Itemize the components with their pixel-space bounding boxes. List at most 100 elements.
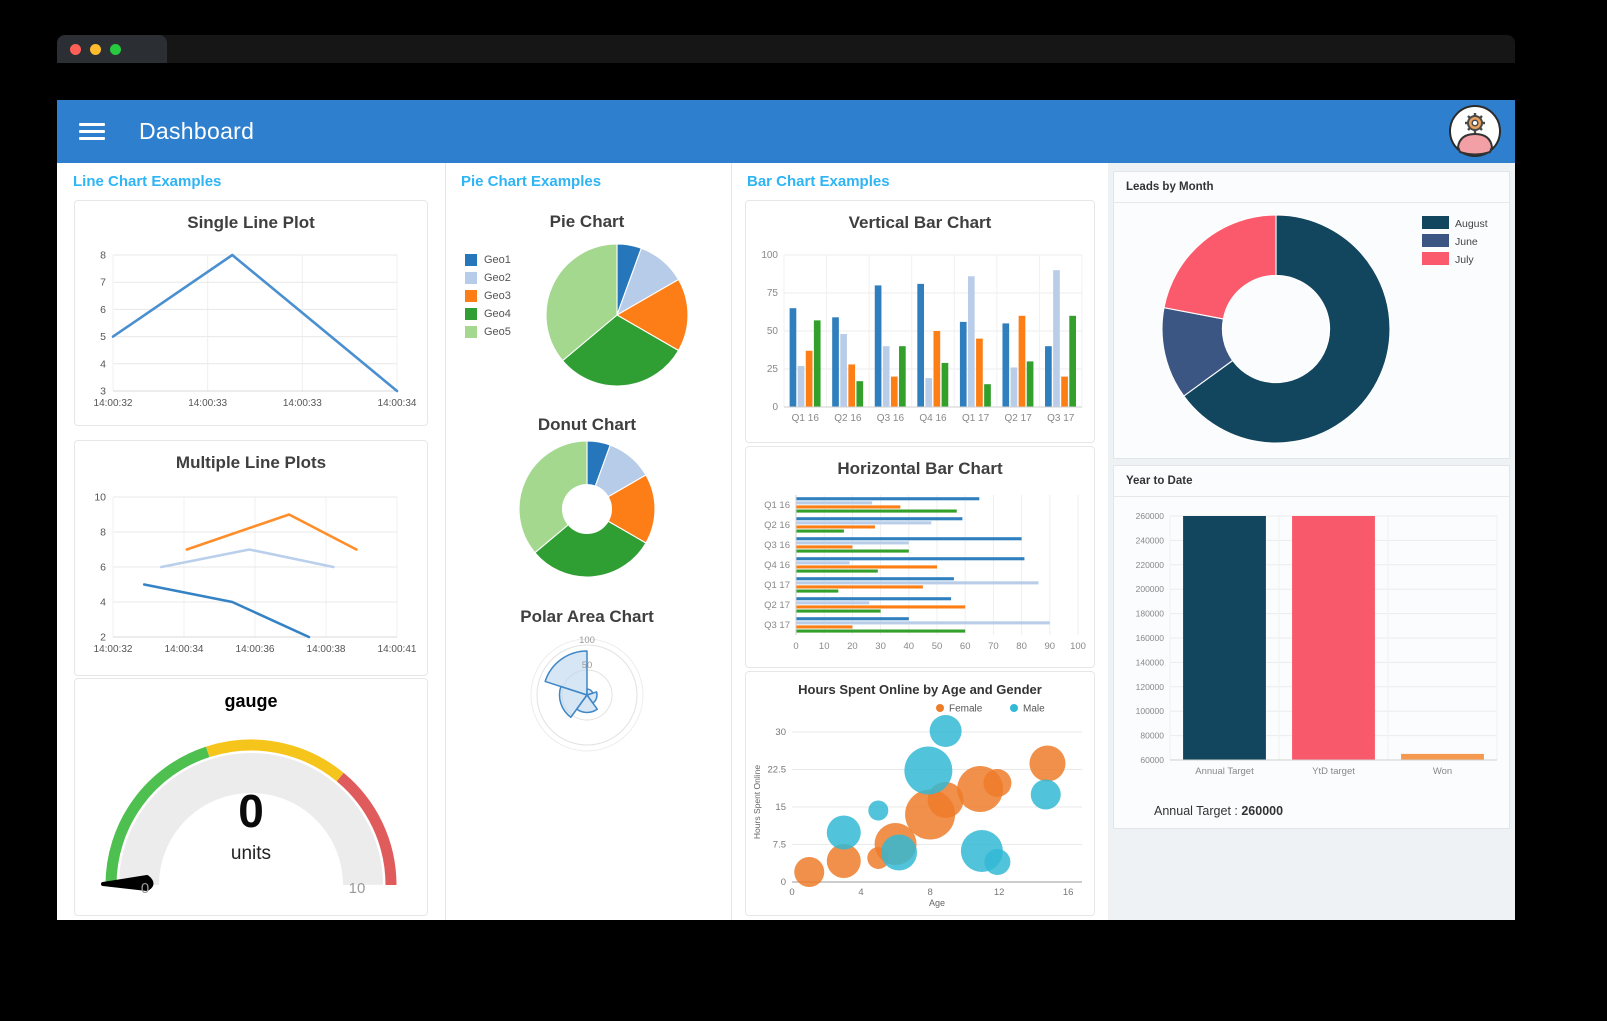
bubble-chart[interactable]: 0 7.5 15 22.5 30 0 4 8 12 16 Female Male Hours Spent…	[750, 702, 1090, 915]
svg-text:200000: 200000	[1136, 584, 1165, 594]
svg-text:0: 0	[772, 402, 778, 413]
legend-label: Geo2	[484, 272, 511, 284]
donut-chart[interactable]	[451, 439, 723, 590]
chart-title: Donut Chart	[537, 415, 637, 434]
window-controls	[57, 35, 167, 63]
browser-window: Dashboard Line Chart Examples Single Lin…	[57, 35, 1515, 920]
svg-text:14:00:32: 14:00:32	[94, 398, 133, 409]
svg-text:Q4 16: Q4 16	[919, 413, 947, 424]
year-to-date-panel: Year to Date 60000 80000 100000 120000 14000…	[1113, 465, 1510, 829]
svg-text:Female: Female	[949, 704, 983, 715]
svg-text:12: 12	[994, 887, 1005, 898]
svg-text:100: 100	[579, 635, 595, 646]
legend-item-Geo5[interactable]: Geo5	[465, 326, 511, 338]
legend-item-Male[interactable]: Male	[1010, 704, 1045, 715]
legend-item-August[interactable]: August	[1422, 216, 1488, 230]
svg-text:10: 10	[94, 492, 106, 504]
svg-text:100: 100	[1070, 641, 1086, 652]
svg-text:Q1 16: Q1 16	[792, 413, 820, 424]
gear-icon	[1465, 113, 1485, 133]
svg-text:100000: 100000	[1136, 706, 1165, 716]
horizontal-bar-card: Horizontal Bar Chart 0 10 20 30 40 50 60 70 80 90…	[745, 446, 1095, 668]
legend-item-Geo2[interactable]: Geo2	[465, 272, 511, 284]
legend-item-July[interactable]: July	[1422, 252, 1474, 266]
year-to-date-chart[interactable]: 60000 80000 100000 120000 140000 160000 180000…	[1114, 504, 1509, 793]
bubble-chart-card: Hours Spent Online by Age and Gender 0 7.…	[745, 671, 1095, 916]
svg-text:Annual Target: Annual Target	[1195, 766, 1254, 777]
svg-text:Won: Won	[1433, 766, 1452, 777]
legend-item-June[interactable]: June	[1422, 234, 1478, 248]
svg-text:8: 8	[927, 887, 932, 898]
svg-text:Q3 17: Q3 17	[764, 620, 790, 631]
svg-text:Q3 16: Q3 16	[877, 413, 905, 424]
single-line-plot-chart[interactable]: 14:00:32 14:00:33 14:00:33 14:00:34 3 4 5 6 7 8	[83, 247, 417, 420]
gauge-chart[interactable]: 0 10 0 units	[85, 713, 417, 906]
minimize-button[interactable]	[90, 43, 101, 55]
menu-button[interactable]	[79, 119, 105, 144]
leads-by-month-panel: Leads by Month August June July	[1113, 171, 1510, 459]
svg-text:140000: 140000	[1136, 657, 1165, 667]
multiple-line-plots-chart[interactable]: 14:00:32 14:00:34 14:00:36 14:00:38 14:00:41…	[83, 489, 417, 666]
horizontal-bar-chart[interactable]: 0 10 20 30 40 50 60 70 80 90 100 Q1 16 Q2 16 Q3 16 Q4 …	[752, 491, 1088, 662]
svg-text:14:00:41: 14:00:41	[378, 644, 417, 655]
svg-text:10: 10	[819, 641, 830, 652]
zoom-button[interactable]	[110, 43, 121, 55]
close-button[interactable]	[70, 43, 81, 55]
polar-area-chart-card: Polar Area Chart 50 100	[451, 595, 723, 773]
svg-text:22.5: 22.5	[768, 765, 787, 776]
svg-text:0: 0	[141, 880, 149, 897]
chart-title: Hours Spent Online by Age and Gender	[798, 682, 1042, 697]
svg-text:8: 8	[100, 250, 106, 262]
chart-title: Multiple Line Plots	[175, 453, 327, 472]
user-avatar-button[interactable]	[1449, 105, 1501, 157]
svg-text:160000: 160000	[1136, 633, 1165, 643]
section-header-line: Line Chart Examples	[73, 173, 222, 190]
line-chart-column: Line Chart Examples Single Line Plot 14:…	[57, 163, 446, 920]
leads-donut-chart[interactable]: August June July	[1114, 204, 1509, 459]
polar-area-chart[interactable]: 50 100	[451, 629, 723, 774]
pie-chart[interactable]	[451, 240, 723, 397]
svg-text:14:00:33: 14:00:33	[283, 398, 322, 409]
annual-target-note: Annual Target : 260000	[1154, 804, 1283, 818]
chart-title: Pie Chart	[549, 212, 625, 231]
svg-text:10: 10	[349, 880, 366, 897]
legend-label: Geo3	[484, 290, 511, 302]
vertical-bar-chart[interactable]: 0 25 50 75 100 Q1 16 Q2 16 Q3 16 Q4 16 Q1 17 Q2 17…	[752, 247, 1088, 434]
legend-label: Geo1	[484, 254, 511, 266]
chart-title: Horizontal Bar Chart	[837, 459, 1003, 478]
legend-swatch	[465, 326, 477, 338]
svg-text:240000: 240000	[1136, 535, 1165, 545]
svg-text:16: 16	[1063, 887, 1074, 898]
svg-text:50: 50	[767, 326, 779, 337]
svg-text:80000: 80000	[1140, 731, 1164, 741]
section-header-bar: Bar Chart Examples	[747, 173, 890, 190]
svg-text:7.5: 7.5	[773, 840, 786, 851]
svg-text:4: 4	[100, 358, 106, 370]
svg-text:30: 30	[775, 727, 786, 738]
gauge-card: gauge 0 10 0 units	[74, 678, 428, 916]
svg-text:60000: 60000	[1140, 755, 1164, 765]
svg-text:8: 8	[100, 527, 106, 539]
svg-text:6: 6	[100, 304, 106, 316]
legend-label: Geo5	[484, 326, 511, 338]
page-title: Dashboard	[139, 118, 255, 144]
svg-text:14:00:34: 14:00:34	[378, 398, 417, 409]
pie-chart-column: Pie Chart Examples Pie Chart Geo1 Geo2 Geo…	[445, 163, 732, 920]
svg-text:2: 2	[100, 632, 106, 644]
svg-text:Q2 17: Q2 17	[1005, 413, 1033, 424]
svg-text:5: 5	[100, 331, 106, 343]
svg-text:June: June	[1455, 236, 1478, 248]
svg-text:Q2 17: Q2 17	[764, 600, 790, 611]
svg-text:YtD target: YtD target	[1312, 766, 1355, 777]
panel-title: Year to Date	[1114, 466, 1509, 497]
legend-item-Geo1[interactable]: Geo1	[465, 254, 511, 266]
svg-text:50: 50	[582, 660, 593, 671]
svg-text:180000: 180000	[1136, 609, 1165, 619]
legend-item-Geo3[interactable]: Geo3	[465, 290, 511, 302]
chart-title: Vertical Bar Chart	[848, 213, 992, 232]
legend-item-Female[interactable]: Female	[936, 704, 983, 715]
dashboard-content: Line Chart Examples Single Line Plot 14:…	[57, 163, 1515, 920]
legend-item-Geo4[interactable]: Geo4	[465, 308, 511, 320]
svg-text:Q1 17: Q1 17	[764, 580, 790, 591]
tab-strip	[57, 35, 1515, 63]
